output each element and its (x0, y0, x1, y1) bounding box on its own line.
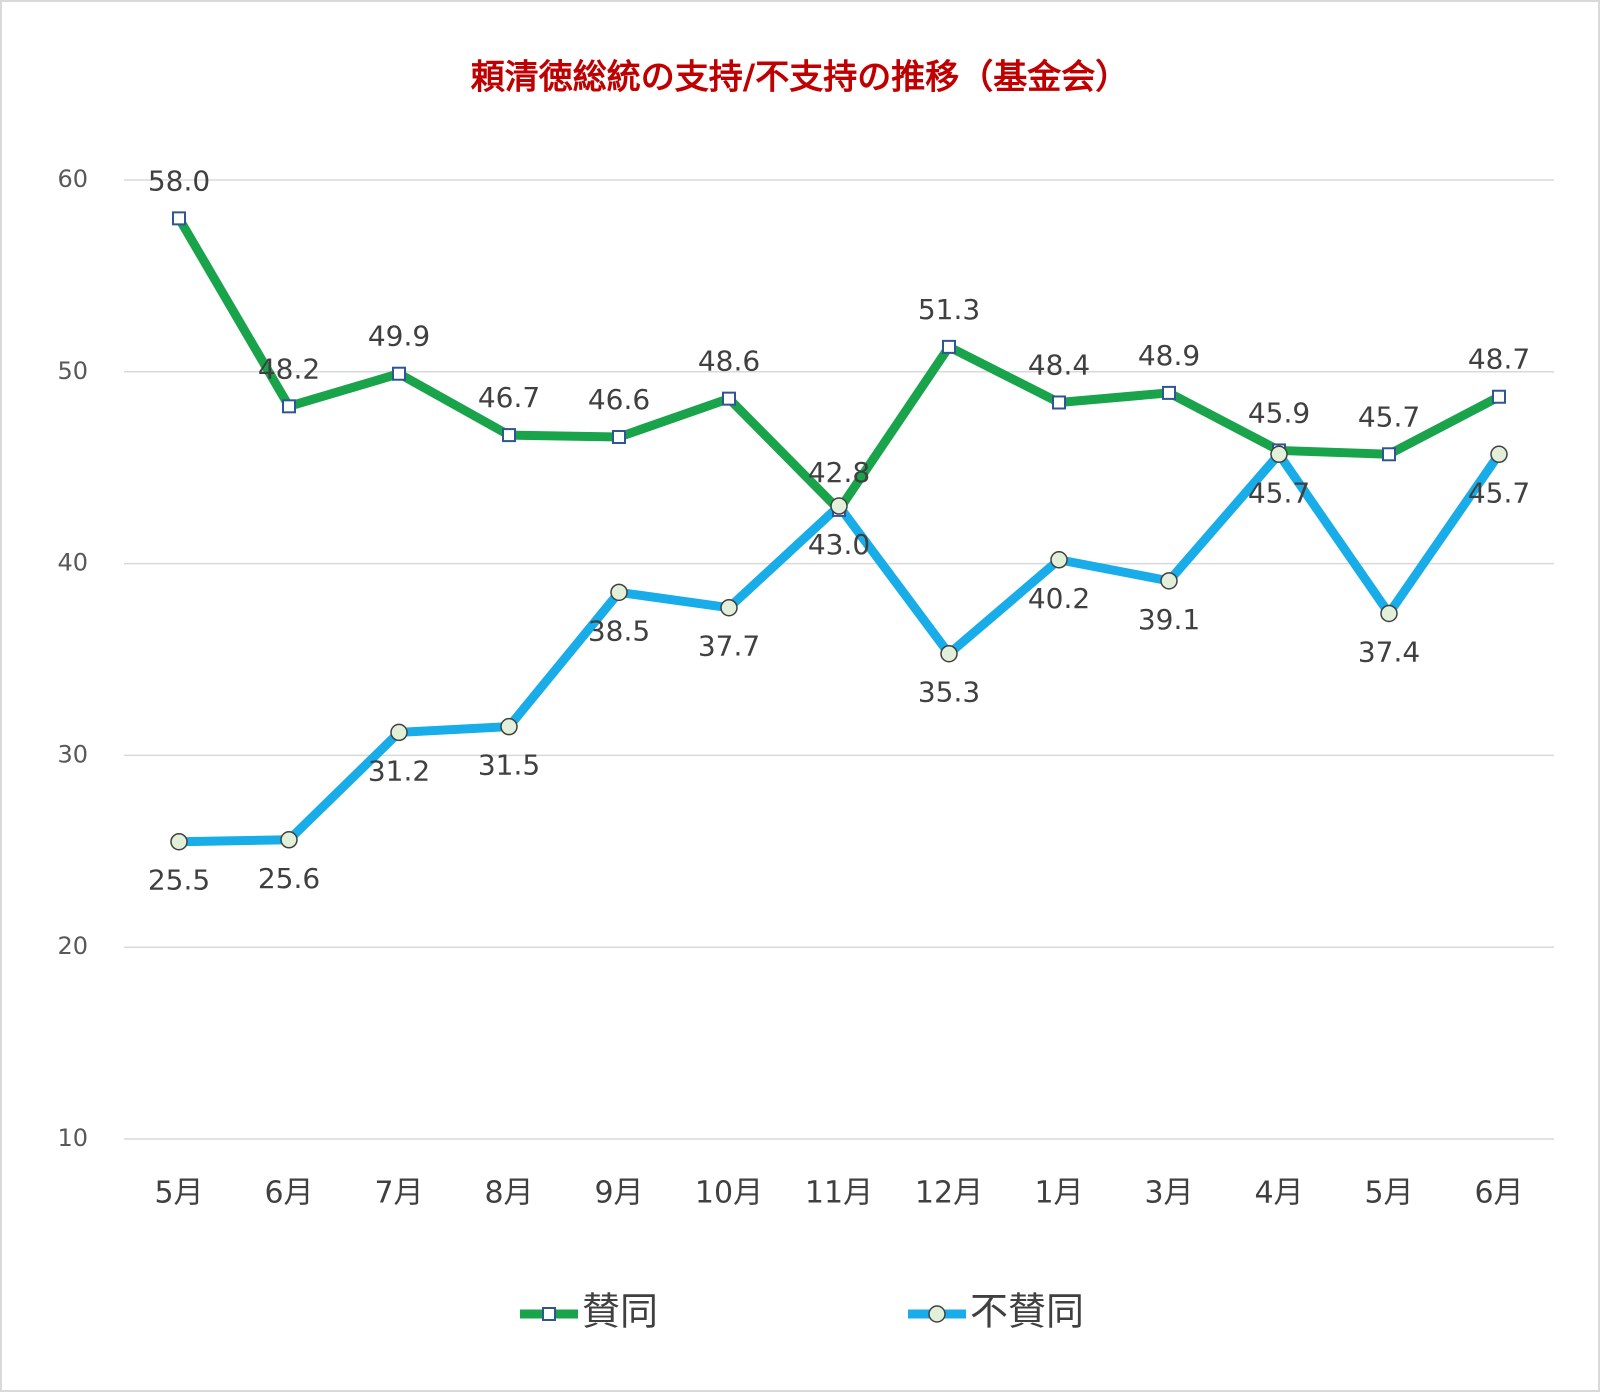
data-label: 25.5 (148, 864, 210, 897)
data-label: 48.2 (258, 352, 320, 385)
x-tick-label: 12月 (915, 1176, 983, 1211)
data-label: 39.1 (1138, 603, 1200, 636)
data-label: 48.9 (1138, 339, 1200, 372)
legend-label: 賛同 (582, 1290, 658, 1334)
x-tick-label: 11月 (805, 1176, 873, 1211)
data-point (1162, 385, 1176, 400)
x-tick-label: 8月 (484, 1176, 533, 1211)
data-label: 40.2 (1028, 582, 1090, 615)
y-tick-label: 50 (57, 357, 88, 385)
data-point (502, 428, 516, 443)
x-tick-label: 10月 (695, 1176, 763, 1211)
data-label: 51.3 (918, 293, 980, 326)
data-point (500, 717, 518, 736)
data-point (1490, 445, 1508, 464)
x-tick-label: 6月 (1474, 1176, 1523, 1211)
data-label: 49.9 (368, 320, 430, 353)
data-point (942, 339, 956, 354)
data-point (1052, 395, 1066, 410)
data-label: 45.7 (1248, 476, 1310, 509)
x-tick-label: 4月 (1254, 1176, 1303, 1211)
x-tick-label: 6月 (264, 1176, 313, 1211)
y-tick-label: 40 (57, 549, 88, 577)
data-label: 43.0 (808, 528, 870, 561)
x-tick-label: 5月 (154, 1176, 203, 1211)
data-label: 25.6 (258, 862, 320, 895)
data-point (1270, 445, 1288, 464)
data-point (830, 497, 848, 515)
data-point (392, 366, 406, 381)
data-label: 31.5 (478, 749, 540, 782)
data-label: 37.4 (1358, 635, 1420, 668)
data-label: 48.4 (1028, 348, 1090, 381)
y-tick-label: 20 (57, 932, 88, 960)
data-point (282, 399, 296, 414)
data-point (940, 644, 958, 663)
data-point (170, 832, 188, 851)
data-label: 48.7 (1468, 343, 1530, 376)
data-label: 45.9 (1248, 396, 1310, 429)
data-point (1382, 447, 1396, 462)
data-point (172, 211, 186, 226)
y-tick-label: 10 (57, 1124, 88, 1152)
data-point (280, 831, 298, 849)
x-tick-label: 9月 (594, 1176, 643, 1211)
legend-label: 不賛同 (970, 1290, 1084, 1334)
data-point (610, 583, 628, 602)
legend-marker (928, 1305, 946, 1323)
chart-title: 頼清徳総統の支持/不支持の推移（基金会） (471, 58, 1129, 98)
data-point (722, 391, 736, 406)
data-point (1492, 389, 1506, 404)
data-label: 45.7 (1358, 400, 1420, 433)
data-label: 48.6 (698, 345, 760, 378)
data-label: 42.8 (808, 456, 870, 489)
data-label: 38.5 (588, 614, 650, 647)
data-label: 35.3 (918, 676, 980, 709)
data-point (1380, 604, 1398, 623)
data-point (1050, 551, 1068, 569)
y-tick-label: 30 (57, 740, 88, 768)
data-point (1160, 572, 1178, 590)
x-tick-label: 7月 (374, 1176, 423, 1211)
data-label: 58.0 (148, 164, 210, 197)
data-label: 46.6 (588, 383, 650, 416)
data-point (612, 430, 626, 445)
data-label: 46.7 (478, 381, 540, 414)
x-tick-label: 1月 (1034, 1176, 1083, 1211)
x-tick-label: 3月 (1144, 1176, 1193, 1211)
x-tick-label: 5月 (1364, 1176, 1413, 1211)
data-point (720, 598, 738, 617)
data-label: 31.2 (368, 754, 430, 787)
y-tick-label: 60 (57, 165, 88, 193)
data-point (390, 723, 408, 742)
legend-marker (542, 1307, 556, 1321)
data-label: 45.7 (1468, 476, 1530, 509)
data-label: 37.7 (698, 630, 760, 663)
